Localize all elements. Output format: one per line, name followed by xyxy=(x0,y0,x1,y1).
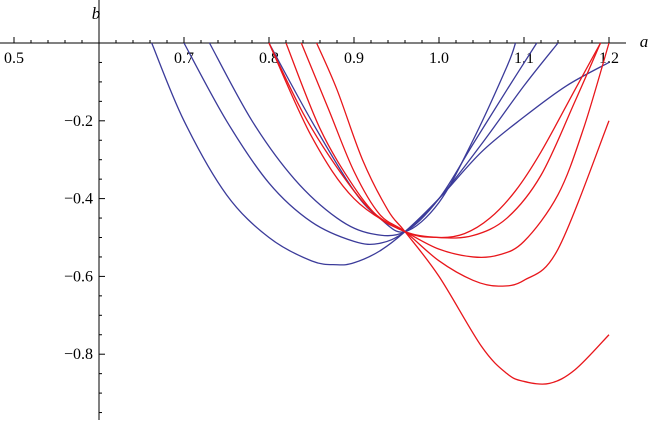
blue-curve-3 xyxy=(208,42,538,237)
red-curve-5 xyxy=(316,42,610,385)
ticks: 0.5 0.7 0.8 0.9 1.0 1.1 1.2−0.2−0.4−0.6−0.8 xyxy=(4,37,619,414)
red-curve-6 xyxy=(300,42,610,287)
blue-curve-1 xyxy=(151,42,610,266)
y-axis-label: b xyxy=(92,4,101,23)
blue-curve-2 xyxy=(183,42,559,246)
x-axis-label: a xyxy=(640,32,649,51)
red-curve-7 xyxy=(285,42,610,259)
x-tick-label: 1.0 xyxy=(429,50,449,67)
x-tick-label: 0.9 xyxy=(344,50,364,67)
x-tick-label: 0.7 xyxy=(174,50,194,67)
red-curve-8 xyxy=(268,42,602,239)
y-tick-label: −0.8 xyxy=(64,346,93,363)
y-tick-label: −0.4 xyxy=(64,191,93,208)
x-tick-label: 1.2 xyxy=(599,50,619,67)
blue-curve-4 xyxy=(268,42,517,233)
x-tick-label: 0.5 xyxy=(4,50,24,67)
curves xyxy=(151,42,610,385)
y-tick-label: −0.6 xyxy=(64,268,93,285)
y-tick-label: −0.2 xyxy=(64,113,93,130)
red-curve-9 xyxy=(268,42,602,239)
